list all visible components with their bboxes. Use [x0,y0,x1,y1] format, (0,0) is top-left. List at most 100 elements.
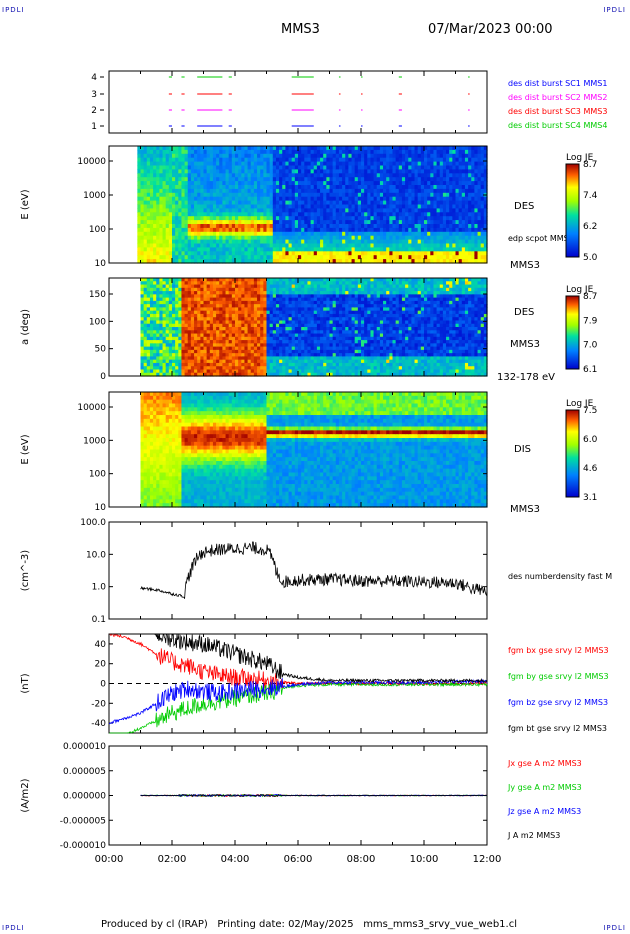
des-pitch-cell [225,349,230,354]
des-energy-cell [282,146,286,151]
des-energy-cell [206,212,211,217]
des-pitch-cell [200,333,205,338]
des-pitch-cell [247,281,252,286]
des-energy-cell [442,157,447,163]
des-pitch-cell [194,313,198,318]
des-pitch-cell [291,372,296,377]
des-energy-cell [301,220,305,225]
des-pitch-cell [222,307,227,312]
des-energy-cell [282,185,286,190]
des-energy-cell [452,204,457,209]
des-pitch-cell [269,278,274,282]
des-energy-cell [474,177,479,182]
des-energy-cell [483,212,488,217]
des-pitch-cell [165,359,170,364]
des-pitch-cell [143,340,148,344]
des-energy-cell [405,208,409,213]
des-energy-cell [373,247,378,252]
des-energy-cell [228,247,233,252]
des-pitch-cell [250,284,255,289]
des-pitch-cell [219,291,223,295]
des-energy-cell [209,188,214,194]
des-energy-cell [216,161,220,167]
des-energy-cell [143,185,148,190]
des-energy-cell [477,165,482,170]
des-energy-cell [206,239,211,245]
des-energy-cell [304,196,309,202]
des-energy-cell [376,212,381,217]
des-energy-cell [361,259,365,264]
des-energy-cell [298,224,302,229]
des-energy-cell [326,243,331,248]
des-energy-cell [471,157,475,163]
des-pitch-cell [279,340,283,344]
des-energy-cell [231,239,236,245]
des-energy-cell [452,251,457,256]
des-energy-cell [345,169,349,174]
des-energy-cell [386,200,390,206]
des-energy-cell [401,157,406,163]
des-energy-cell [471,204,475,209]
des-pitch-cell [216,297,220,302]
des-pitch-cell [253,340,258,344]
des-pitch-cell [266,310,271,315]
des-energy-cell [338,251,343,256]
des-energy-cell [143,200,148,206]
des-energy-cell [285,235,290,241]
des-energy-cell [414,185,419,190]
des-energy-cell [247,173,252,178]
des-pitch-cell [272,291,277,295]
des-energy-cell [455,177,460,182]
des-energy-cell [212,165,217,170]
des-energy-cell [269,212,274,217]
des-energy-cell [209,146,214,151]
des-energy-cell [153,173,157,178]
des-energy-cell [471,212,475,217]
des-energy-cell [247,231,252,237]
des-energy-cell [401,173,406,178]
des-energy-cell [436,243,441,248]
des-energy-cell [401,208,406,213]
des-energy-cell [206,181,211,186]
des-energy-cell [288,243,293,248]
des-energy-cell [386,243,390,248]
des-energy-cell [420,259,425,264]
des-energy-cell [282,181,286,186]
des-energy-cell [439,247,444,252]
des-energy-cell [408,227,412,233]
des-energy-cell [313,216,318,221]
des-energy-cell [137,157,142,163]
des-energy-cell [332,212,337,217]
des-energy-cell [370,212,375,217]
des-energy-cell [159,235,164,241]
des-pitch-cell [146,297,151,302]
des-pitch-cell [263,300,268,305]
des-energy-cell [149,212,154,217]
des-pitch-cell [146,300,151,305]
des-energy-cell [468,255,472,260]
des-pitch-cell [162,372,167,377]
des-energy-cell [162,200,167,206]
des-energy-cell [395,165,400,170]
des-energy-cell [439,216,444,221]
burst-ytick-label: 4 [91,73,97,83]
des-energy-cell [367,251,372,256]
des-energy-cell [294,185,299,190]
des-energy-cell [172,231,176,237]
des-pitch-cell [244,336,249,341]
des-energy-cell [461,196,466,202]
des-energy-cell [313,212,318,217]
des-energy-cell [298,243,302,248]
des-energy-cell [307,224,312,229]
des-pitch-cell [168,317,173,322]
des-energy-cell [335,220,340,225]
des-pitch-cell [190,320,195,325]
des-energy-cell [153,161,157,167]
des-pitch-cell [172,359,176,364]
des-energy-cell [197,255,201,260]
des-pitch-cell [228,333,233,338]
des-pitch-cell [194,281,198,286]
des-energy-cell [149,239,154,245]
des-energy-cell [351,208,356,213]
des-pitch-cell [172,294,176,299]
